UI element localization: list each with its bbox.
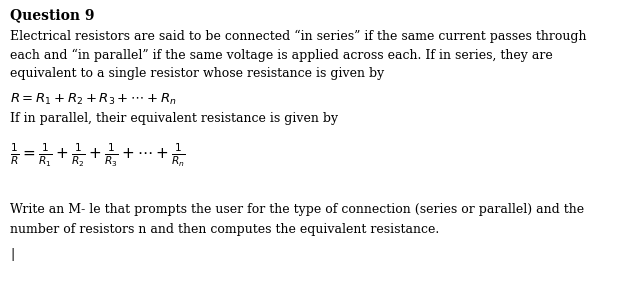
Text: Write an M- le that prompts the user for the type of connection (series or paral: Write an M- le that prompts the user for… <box>10 203 584 216</box>
Text: Electrical resistors are said to be connected “in series” if the same current pa: Electrical resistors are said to be conn… <box>10 30 587 43</box>
Text: Question 9: Question 9 <box>10 9 95 23</box>
Text: equivalent to a single resistor whose resistance is given by: equivalent to a single resistor whose re… <box>10 67 385 79</box>
Text: each and “in parallel” if the same voltage is applied across each. If in series,: each and “in parallel” if the same volta… <box>10 48 553 62</box>
Text: |: | <box>10 248 15 261</box>
Text: $R = R_1 + R_2 + R_3 + \cdots + R_n$: $R = R_1 + R_2 + R_3 + \cdots + R_n$ <box>10 92 177 107</box>
Text: number of resistors n and then computes the equivalent resistance.: number of resistors n and then computes … <box>10 223 440 236</box>
Text: $\frac{1}{R} = \frac{1}{R_1} + \frac{1}{R_2} + \frac{1}{R_3} + \cdots + \frac{1}: $\frac{1}{R} = \frac{1}{R_1} + \frac{1}{… <box>10 141 186 168</box>
Text: If in parallel, their equivalent resistance is given by: If in parallel, their equivalent resista… <box>10 112 339 125</box>
